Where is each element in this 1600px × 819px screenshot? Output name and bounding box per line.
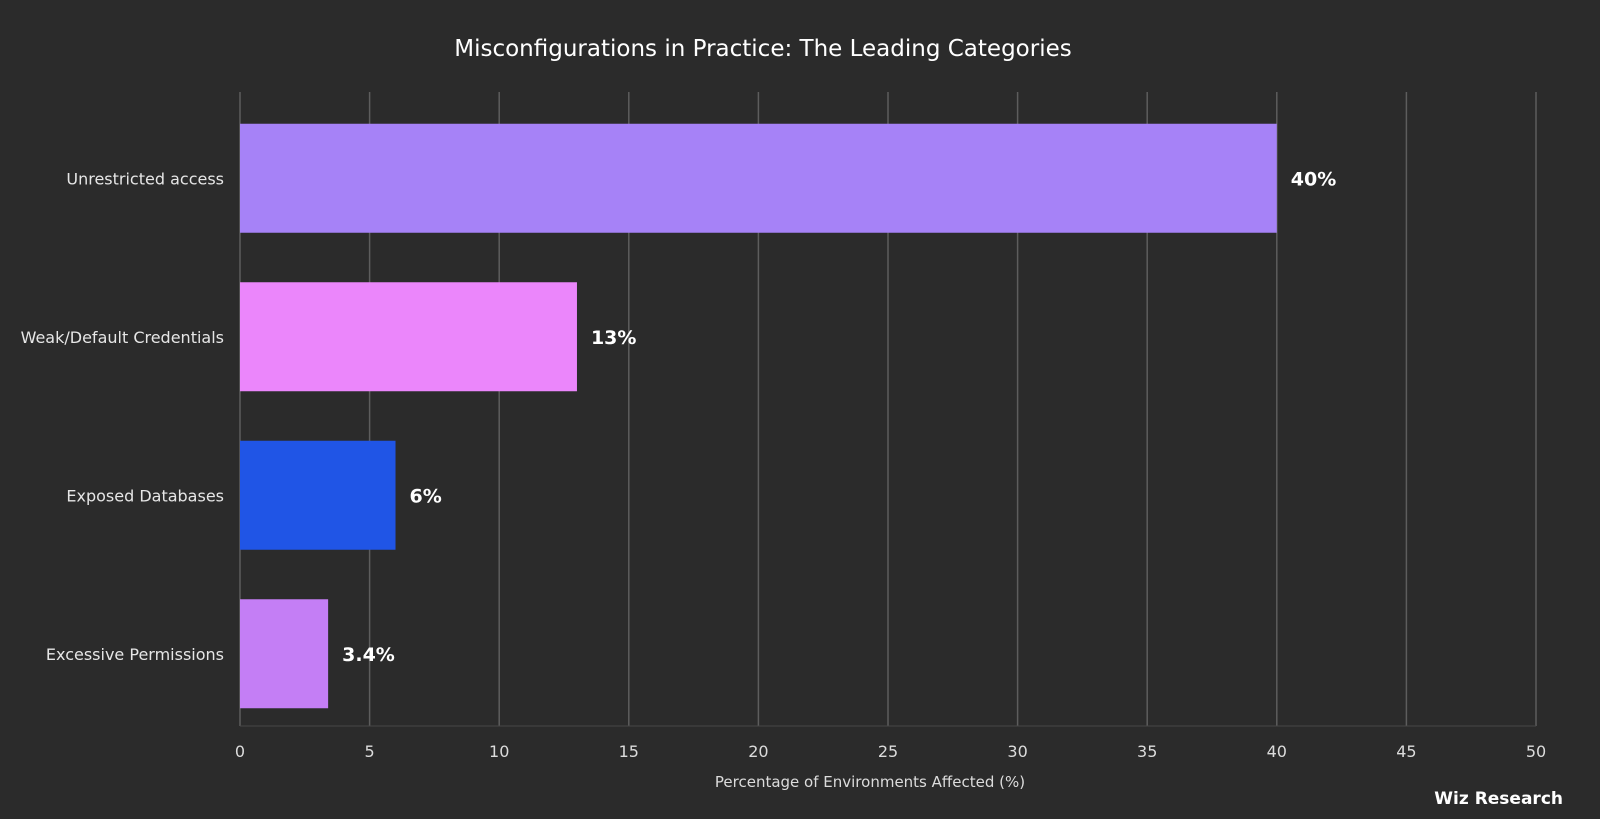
wiz-research-credit: Wiz Research bbox=[1434, 789, 1563, 809]
category-labels: Unrestricted access Weak/Default Credenti… bbox=[21, 169, 224, 664]
value-label-2: 13% bbox=[591, 327, 636, 349]
bar-4 bbox=[240, 599, 329, 709]
bar-1 bbox=[240, 123, 1277, 233]
value-label-1: 40% bbox=[1291, 168, 1336, 190]
x-tick-label-5: 5 bbox=[365, 742, 375, 761]
x-tick-label-35: 35 bbox=[1137, 742, 1157, 761]
category-label-4: Excessive Permissions bbox=[46, 645, 224, 664]
bar-3 bbox=[240, 440, 396, 550]
category-label-3: Exposed Databases bbox=[66, 486, 224, 505]
x-tick-label-50: 50 bbox=[1526, 742, 1546, 761]
x-tick-label-25: 25 bbox=[878, 742, 898, 761]
value-label-4: 3.4% bbox=[342, 644, 395, 666]
x-tick-label-40: 40 bbox=[1267, 742, 1287, 761]
x-tick-label-15: 15 bbox=[619, 742, 639, 761]
x-tick-label-10: 10 bbox=[489, 742, 509, 761]
bars bbox=[240, 123, 1277, 709]
x-tick-label-0: 0 bbox=[235, 742, 245, 761]
x-tick-label-30: 30 bbox=[1007, 742, 1027, 761]
category-label-2: Weak/Default Credentials bbox=[21, 328, 224, 347]
x-axis-ticks: 0 5 10 15 20 25 30 35 40 45 50 bbox=[235, 742, 1546, 761]
x-axis-title: Percentage of Environments Affected (%) bbox=[715, 773, 1025, 791]
bar-2 bbox=[240, 282, 577, 392]
value-label-3: 6% bbox=[410, 485, 442, 507]
value-labels: 40% 13% 6% 3.4% bbox=[342, 168, 1336, 666]
chart-title: Misconfigurations in Practice: The Leadi… bbox=[454, 36, 1071, 62]
x-tick-label-20: 20 bbox=[748, 742, 768, 761]
x-tick-label-45: 45 bbox=[1396, 742, 1416, 761]
category-label-1: Unrestricted access bbox=[66, 169, 224, 188]
